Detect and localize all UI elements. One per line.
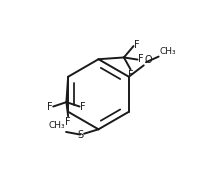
Text: S: S [77,130,83,140]
Text: CH₃: CH₃ [159,47,176,56]
Text: F: F [138,54,144,64]
Text: F: F [134,40,140,50]
Text: O: O [144,55,152,65]
Text: CH₃: CH₃ [49,121,65,130]
Text: F: F [80,102,86,112]
Text: F: F [65,117,71,127]
Text: F: F [128,70,134,80]
Text: F: F [47,102,53,112]
